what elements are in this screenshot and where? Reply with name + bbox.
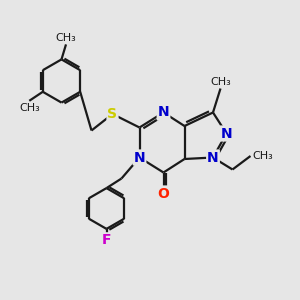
Text: CH₃: CH₃ [210, 77, 231, 87]
Text: F: F [102, 233, 111, 247]
Text: S: S [107, 107, 118, 121]
Text: O: O [158, 187, 169, 200]
Text: CH₃: CH₃ [19, 103, 40, 113]
Text: N: N [221, 127, 232, 140]
Text: CH₃: CH₃ [56, 33, 76, 43]
Text: N: N [134, 151, 145, 164]
Text: CH₃: CH₃ [252, 151, 273, 161]
Text: N: N [158, 106, 169, 119]
Text: N: N [207, 151, 219, 164]
